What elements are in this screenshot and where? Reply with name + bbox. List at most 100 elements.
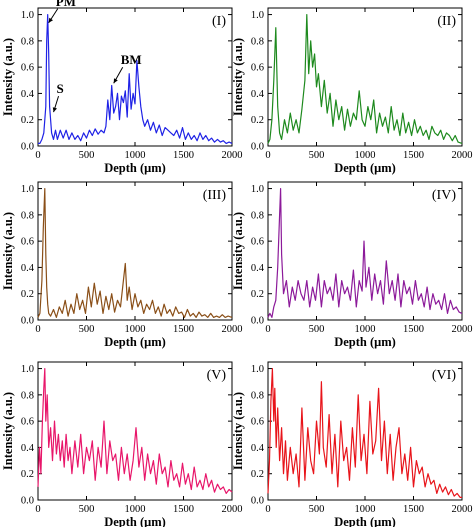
series-line bbox=[37, 368, 233, 494]
y-tick-label: 0.6 bbox=[251, 63, 264, 74]
x-axis-label: Depth (μm) bbox=[104, 161, 166, 175]
x-tick-label: 1500 bbox=[173, 324, 194, 335]
x-tick-label: 1500 bbox=[173, 150, 194, 161]
x-tick-label: 2000 bbox=[222, 150, 243, 161]
series-line bbox=[267, 188, 463, 318]
y-tick-label: 1.0 bbox=[21, 184, 34, 195]
x-tick-label: 0 bbox=[265, 150, 270, 161]
x-tick-label: 2000 bbox=[452, 150, 473, 161]
panel-label: (V) bbox=[207, 368, 227, 383]
y-tick-label: 1.0 bbox=[251, 10, 264, 21]
y-tick-label: 0.4 bbox=[21, 89, 35, 100]
y-tick-label: 0.6 bbox=[21, 237, 34, 248]
y-tick-label: 0.2 bbox=[21, 115, 34, 126]
x-tick-label: 1500 bbox=[173, 504, 194, 515]
x-tick-label: 2000 bbox=[222, 324, 243, 335]
panel-label: (I) bbox=[212, 14, 226, 29]
chart-panel-3: 0 500 1000 1500 2000 0.0 0.2 0.4 0.6 0.8 1.0 Depth … bbox=[1, 181, 243, 349]
y-tick-label: 0.0 bbox=[21, 316, 34, 327]
y-axis-label: Intensity (a.u.) bbox=[231, 38, 245, 116]
y-tick-label: 0.0 bbox=[251, 496, 264, 507]
annotation-arrowhead bbox=[113, 78, 118, 84]
x-tick-label: 2000 bbox=[452, 324, 473, 335]
x-tick-label: 0 bbox=[265, 324, 270, 335]
chart-panel-5: 0 500 1000 1500 2000 0.0 0.2 0.4 0.6 0.8 1.0 Depth … bbox=[1, 361, 243, 527]
x-tick-label: 1000 bbox=[355, 150, 376, 161]
x-tick-label: 2000 bbox=[452, 504, 473, 515]
y-tick-label: 1.0 bbox=[21, 364, 34, 375]
x-tick-label: 0 bbox=[265, 504, 270, 515]
x-tick-label: 500 bbox=[309, 324, 325, 335]
y-tick-label: 0.0 bbox=[251, 142, 264, 153]
x-tick-label: 500 bbox=[79, 504, 95, 515]
x-tick-label: 1500 bbox=[403, 504, 424, 515]
y-tick-label: 0.2 bbox=[21, 289, 34, 300]
y-tick-label: 1.0 bbox=[21, 10, 34, 21]
annotation-arrowhead bbox=[48, 17, 53, 23]
annotation-label: BM bbox=[121, 52, 142, 67]
series-line bbox=[267, 368, 462, 498]
y-tick-label: 0.2 bbox=[251, 289, 264, 300]
y-tick-label: 0.8 bbox=[21, 210, 34, 221]
y-tick-label: 0.4 bbox=[251, 443, 265, 454]
y-tick-label: 0.8 bbox=[21, 36, 34, 47]
series-line bbox=[37, 188, 233, 318]
y-tick-label: 0.6 bbox=[251, 237, 264, 248]
panel-label: (IV) bbox=[432, 188, 456, 203]
y-tick-label: 0.6 bbox=[21, 417, 34, 428]
x-axis-label: Depth (μm) bbox=[334, 515, 396, 527]
y-tick-label: 0.4 bbox=[21, 443, 35, 454]
y-tick-label: 0.8 bbox=[251, 210, 264, 221]
x-tick-label: 0 bbox=[35, 150, 40, 161]
x-tick-label: 0 bbox=[35, 504, 40, 515]
y-tick-label: 0.0 bbox=[21, 142, 34, 153]
y-axis-label: Intensity (a.u.) bbox=[1, 38, 15, 116]
y-axis-label: Intensity (a.u.) bbox=[231, 392, 245, 470]
x-tick-label: 0 bbox=[35, 324, 40, 335]
y-axis-label: Intensity (a.u.) bbox=[1, 212, 15, 290]
x-axis-label: Depth (μm) bbox=[104, 335, 166, 349]
y-tick-label: 0.4 bbox=[251, 263, 265, 274]
x-tick-label: 1000 bbox=[125, 504, 146, 515]
annotation-label: S bbox=[57, 81, 64, 96]
x-tick-label: 1000 bbox=[125, 324, 146, 335]
y-tick-label: 0.2 bbox=[251, 469, 264, 480]
x-tick-label: 500 bbox=[309, 504, 325, 515]
y-tick-label: 0.4 bbox=[251, 89, 265, 100]
x-tick-label: 1500 bbox=[403, 324, 424, 335]
series-line bbox=[267, 14, 463, 144]
y-tick-label: 0.6 bbox=[21, 63, 34, 74]
y-tick-label: 1.0 bbox=[251, 364, 264, 375]
x-axis-label: Depth (μm) bbox=[334, 161, 396, 175]
panel-label: (III) bbox=[203, 188, 227, 203]
chart-panel-1: 0 500 1000 1500 2000 0.0 0.2 0.4 0.6 0.8 1.0 Depth … bbox=[1, 0, 243, 175]
x-axis-label: Depth (μm) bbox=[104, 515, 166, 527]
y-tick-label: 0.6 bbox=[251, 417, 264, 428]
panel-label: (VI) bbox=[432, 368, 456, 383]
y-tick-label: 0.0 bbox=[21, 496, 34, 507]
annotation-label: PM bbox=[56, 0, 76, 9]
y-tick-label: 0.8 bbox=[251, 390, 264, 401]
x-tick-label: 500 bbox=[79, 150, 95, 161]
y-axis-label: Intensity (a.u.) bbox=[1, 392, 15, 470]
x-tick-label: 500 bbox=[309, 150, 325, 161]
y-tick-label: 1.0 bbox=[251, 184, 264, 195]
y-tick-label: 0.2 bbox=[251, 115, 264, 126]
plot-frame bbox=[37, 7, 233, 147]
chart-panel-6: 0 500 1000 1500 2000 0.0 0.2 0.4 0.6 0.8 1.0 Depth … bbox=[231, 361, 473, 527]
x-tick-label: 500 bbox=[79, 324, 95, 335]
x-tick-label: 1000 bbox=[125, 150, 146, 161]
x-tick-label: 2000 bbox=[222, 504, 243, 515]
y-axis-label: Intensity (a.u.) bbox=[231, 212, 245, 290]
series-line bbox=[38, 14, 233, 144]
chart-panel-4: 0 500 1000 1500 2000 0.0 0.2 0.4 0.6 0.8 1.0 Depth … bbox=[231, 181, 473, 349]
y-tick-label: 0.0 bbox=[251, 316, 264, 327]
x-tick-label: 1500 bbox=[403, 150, 424, 161]
x-tick-label: 1000 bbox=[355, 504, 376, 515]
x-axis-label: Depth (μm) bbox=[334, 335, 396, 349]
y-tick-label: 0.8 bbox=[251, 36, 264, 47]
panel-label: (II) bbox=[437, 14, 456, 29]
y-tick-label: 0.2 bbox=[21, 469, 34, 480]
y-tick-label: 0.8 bbox=[21, 390, 34, 401]
